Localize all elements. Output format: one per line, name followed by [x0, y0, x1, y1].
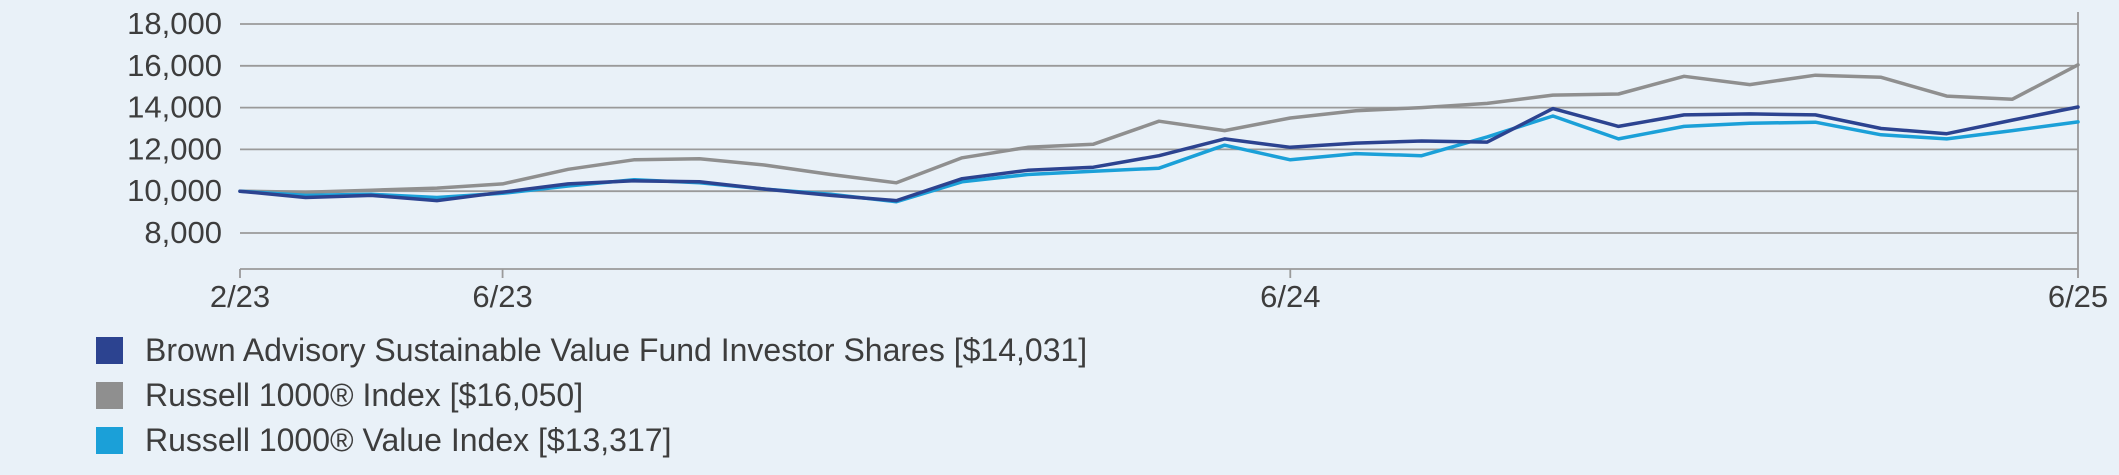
y-tick-label: 14,000 [127, 90, 222, 125]
x-tick-label: 6/23 [472, 279, 532, 314]
series-line-russell-1000-value [238, 114, 2080, 204]
legend-swatch-russell-1000-value-icon [96, 426, 123, 454]
legend-item-russell-1000-value: Russell 1000® Value Index [$13,317] [96, 424, 2119, 456]
y-tick-label: 10,000 [127, 173, 222, 208]
performance-chart-panel: 18,000 16,000 14,000 12,000 10,000 8,000 2/23 6… [0, 6, 2119, 456]
y-tick-label: 8,000 [144, 215, 222, 250]
x-tick-label: 6/24 [1260, 279, 1320, 314]
y-tick-label: 18,000 [127, 6, 222, 41]
line-chart: 18,000 16,000 14,000 12,000 10,000 8,000 2/23 6… [127, 6, 2108, 314]
y-tick-label: 12,000 [127, 131, 222, 166]
legend-label-russell-1000-value: Russell 1000® Value Index [$13,317] [145, 422, 672, 458]
x-tick-label: 2/23 [210, 279, 270, 314]
legend-swatch-russell-1000-icon [96, 381, 123, 409]
y-tick-label: 16,000 [127, 48, 222, 83]
legend-label-russell-1000: Russell 1000® Index [$16,050] [145, 377, 584, 413]
legend-item-russell-1000: Russell 1000® Index [$16,050] [96, 379, 2119, 411]
legend-swatch-fund-icon [96, 336, 123, 364]
legend-label-fund: Brown Advisory Sustainable Value Fund In… [145, 332, 1088, 368]
series-line-russell-1000 [238, 63, 2080, 194]
chart-legend: Brown Advisory Sustainable Value Fund In… [0, 330, 2119, 456]
x-tick-label: 6/25 [2048, 279, 2108, 314]
series-line-fund [238, 105, 2080, 203]
legend-item-fund: Brown Advisory Sustainable Value Fund In… [96, 334, 2119, 366]
